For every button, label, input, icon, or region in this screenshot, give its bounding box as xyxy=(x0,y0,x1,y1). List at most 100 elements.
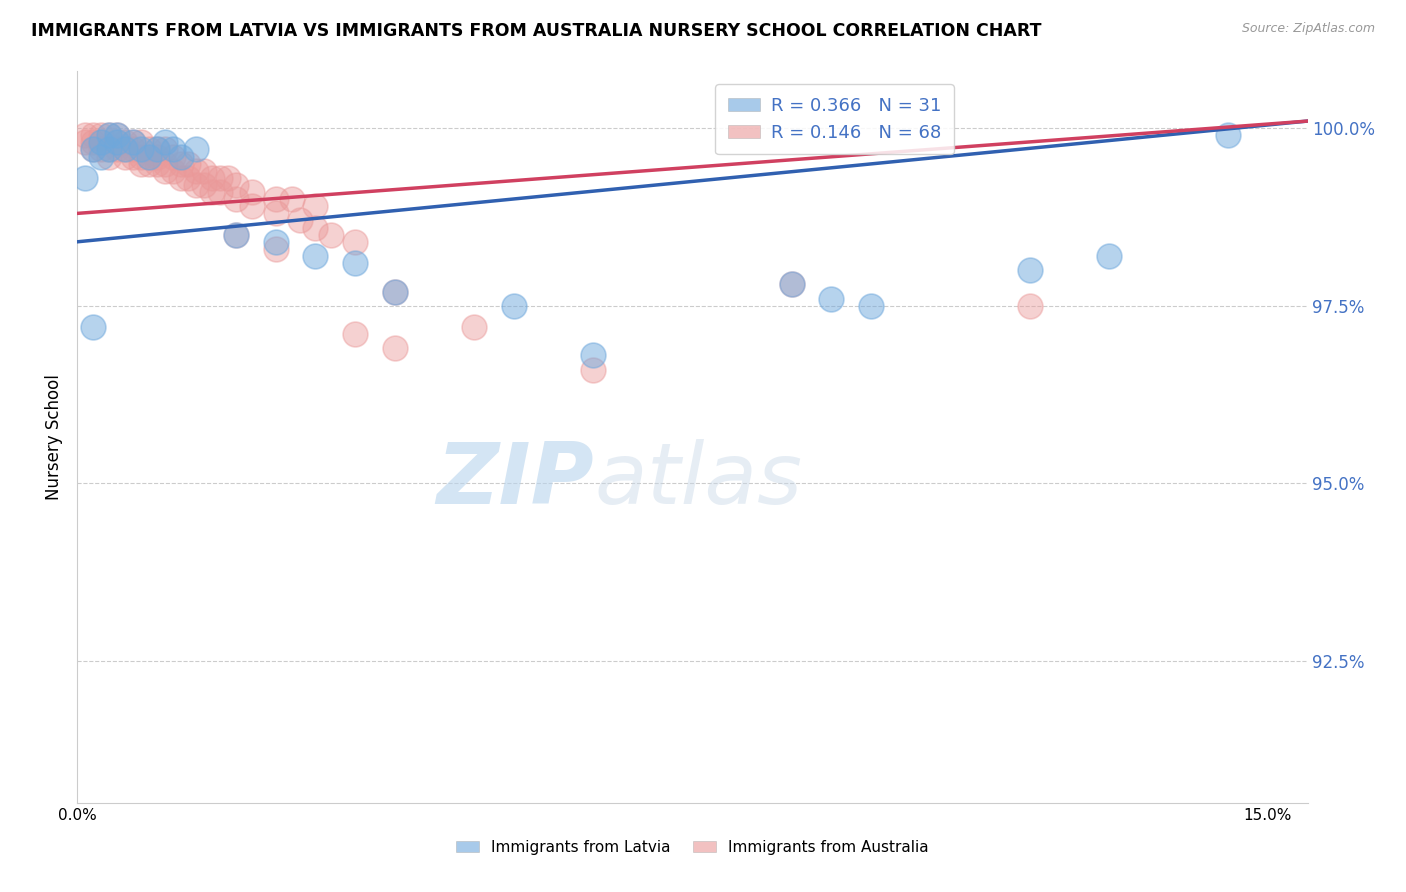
Point xyxy=(201,185,224,199)
Point xyxy=(122,150,145,164)
Point xyxy=(105,128,128,143)
Y-axis label: Nursery School: Nursery School xyxy=(45,374,63,500)
Point xyxy=(98,128,121,143)
Point xyxy=(90,150,112,164)
Point xyxy=(122,136,145,150)
Point xyxy=(177,156,200,170)
Point xyxy=(129,136,152,150)
Point xyxy=(114,136,136,150)
Point xyxy=(860,299,883,313)
Text: Source: ZipAtlas.com: Source: ZipAtlas.com xyxy=(1241,22,1375,36)
Point xyxy=(145,143,167,157)
Point xyxy=(344,235,367,249)
Point xyxy=(98,128,121,143)
Point xyxy=(90,136,112,150)
Point xyxy=(780,277,803,292)
Point xyxy=(240,199,263,213)
Point xyxy=(240,185,263,199)
Point xyxy=(129,156,152,170)
Point xyxy=(280,192,302,206)
Point xyxy=(384,285,406,299)
Point xyxy=(138,156,160,170)
Point xyxy=(105,128,128,143)
Point xyxy=(209,170,232,185)
Point xyxy=(264,192,287,206)
Point xyxy=(304,199,326,213)
Point xyxy=(225,227,247,242)
Point xyxy=(105,136,128,150)
Point xyxy=(201,170,224,185)
Point xyxy=(82,128,104,143)
Point xyxy=(820,292,842,306)
Text: IMMIGRANTS FROM LATVIA VS IMMIGRANTS FROM AUSTRALIA NURSERY SCHOOL CORRELATION C: IMMIGRANTS FROM LATVIA VS IMMIGRANTS FRO… xyxy=(31,22,1042,40)
Point xyxy=(582,362,605,376)
Point xyxy=(90,143,112,157)
Point xyxy=(75,128,97,143)
Point xyxy=(384,341,406,355)
Point xyxy=(138,150,160,164)
Point xyxy=(264,235,287,249)
Point xyxy=(186,163,208,178)
Point xyxy=(186,178,208,192)
Point xyxy=(122,136,145,150)
Point xyxy=(75,170,97,185)
Point xyxy=(82,136,104,150)
Point xyxy=(582,348,605,362)
Point xyxy=(288,213,311,227)
Point xyxy=(145,150,167,164)
Point xyxy=(463,320,485,334)
Point xyxy=(169,156,191,170)
Point xyxy=(1098,249,1121,263)
Point xyxy=(145,156,167,170)
Point xyxy=(145,143,167,157)
Legend: Immigrants from Latvia, Immigrants from Australia: Immigrants from Latvia, Immigrants from … xyxy=(450,834,935,861)
Point xyxy=(153,143,176,157)
Point xyxy=(114,143,136,157)
Point xyxy=(122,143,145,157)
Point xyxy=(344,256,367,270)
Point xyxy=(304,249,326,263)
Point xyxy=(209,185,232,199)
Point xyxy=(344,327,367,342)
Point xyxy=(90,136,112,150)
Point xyxy=(193,163,215,178)
Point xyxy=(225,178,247,192)
Text: atlas: atlas xyxy=(595,440,801,523)
Point xyxy=(153,156,176,170)
Point xyxy=(1018,263,1040,277)
Point xyxy=(384,285,406,299)
Point xyxy=(98,143,121,157)
Point xyxy=(217,170,239,185)
Point xyxy=(321,227,343,242)
Point xyxy=(264,242,287,256)
Point xyxy=(114,143,136,157)
Point xyxy=(162,163,184,178)
Point xyxy=(153,136,176,150)
Point xyxy=(82,143,104,157)
Point xyxy=(502,299,524,313)
Point xyxy=(98,150,121,164)
Point xyxy=(138,143,160,157)
Point xyxy=(153,163,176,178)
Point xyxy=(129,150,152,164)
Point xyxy=(169,150,191,164)
Point xyxy=(225,192,247,206)
Point xyxy=(169,170,191,185)
Point xyxy=(98,143,121,157)
Point xyxy=(129,143,152,157)
Point xyxy=(105,136,128,150)
Text: ZIP: ZIP xyxy=(436,440,595,523)
Point xyxy=(75,136,97,150)
Point xyxy=(162,143,184,157)
Point xyxy=(82,143,104,157)
Point xyxy=(225,227,247,242)
Point xyxy=(138,150,160,164)
Point xyxy=(1018,299,1040,313)
Point xyxy=(105,143,128,157)
Point xyxy=(193,178,215,192)
Point xyxy=(186,143,208,157)
Point xyxy=(780,277,803,292)
Point xyxy=(82,320,104,334)
Point xyxy=(177,170,200,185)
Point xyxy=(162,150,184,164)
